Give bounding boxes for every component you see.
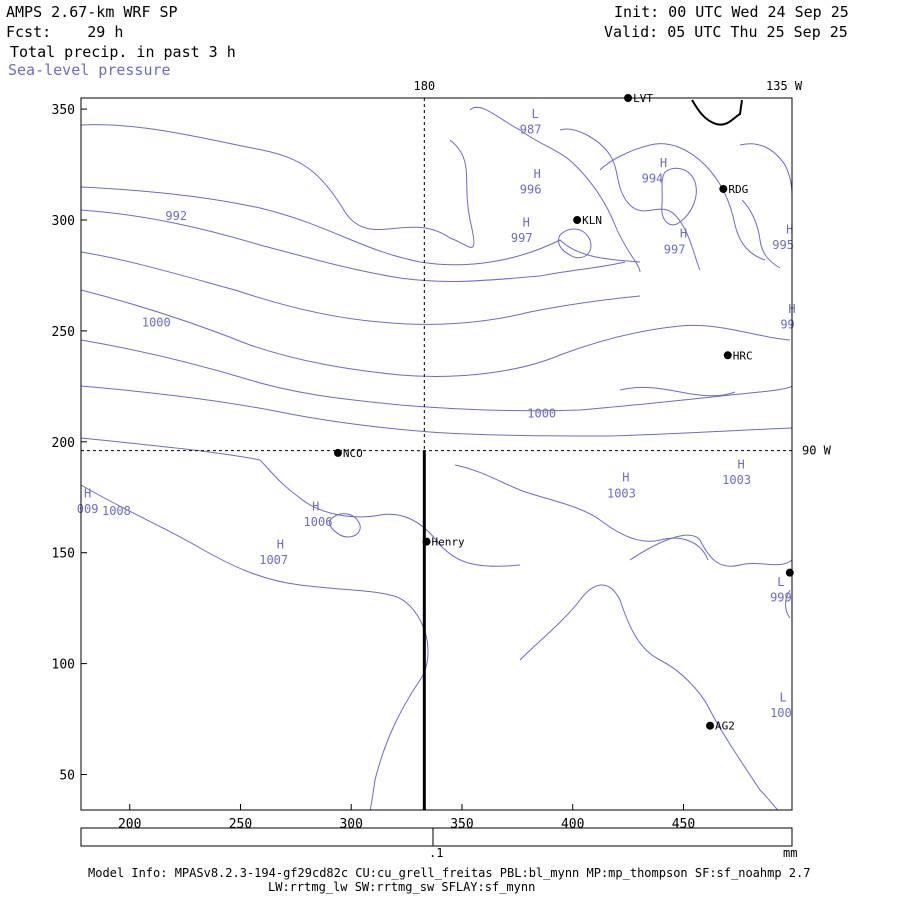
pressure-center-marker: L xyxy=(531,107,538,121)
field-title-precip: Total precip. in past 3 h xyxy=(10,43,236,61)
pressure-center-marker: H xyxy=(680,227,687,241)
pressure-value-label: 987 xyxy=(520,122,542,136)
x-tick-label: 350 xyxy=(450,817,473,832)
pressure-center-marker: H xyxy=(84,486,91,500)
valid-time: Valid: 05 UTC Thu 25 Sep 25 xyxy=(604,23,848,41)
pressure-center-marker: H xyxy=(622,471,629,485)
station-label: RDG xyxy=(728,183,748,196)
station-dot xyxy=(573,215,582,224)
x-tick-label: 400 xyxy=(561,817,584,832)
pressure-value-label: 009 xyxy=(77,502,99,516)
pressure-value-label: 1000 xyxy=(527,406,556,420)
station-label: KLN xyxy=(582,214,602,227)
pressure-value-label: 1003 xyxy=(607,486,636,500)
x-tick-label: 300 xyxy=(339,817,362,832)
x-tick-label: 450 xyxy=(672,817,695,832)
pressure-contours xyxy=(80,106,793,811)
colorbar xyxy=(80,827,793,847)
station-label: HRC xyxy=(733,349,753,362)
y-tick-label: 150 xyxy=(52,547,75,562)
pressure-value-label: 992 xyxy=(165,209,187,223)
pressure-center-marker: H xyxy=(523,216,530,230)
pressure-labels: 992 1000 1000 1008 987 996 994 997 997 995 99 1003 1… xyxy=(77,107,796,720)
pressure-value-label: 995 xyxy=(772,238,794,252)
init-time: Init: 00 UTC Wed 24 Sep 25 xyxy=(614,3,849,21)
pressure-center-marker: H xyxy=(277,537,284,551)
pressure-center-marker: L xyxy=(780,690,787,704)
pressure-value-label: 996 xyxy=(520,182,542,196)
y-tick-label: 200 xyxy=(52,436,75,451)
pressure-value-label: 1008 xyxy=(102,504,131,518)
coastline xyxy=(691,99,743,126)
station-label: NCO xyxy=(343,447,363,460)
pressure-value-label: 1003 xyxy=(722,473,751,487)
y-tick-label: 300 xyxy=(52,214,75,229)
colorbar-tick-label: .1 xyxy=(429,846,444,860)
pressure-center-marker: H xyxy=(786,222,793,236)
pressure-value-label: 997 xyxy=(511,231,533,245)
pressure-center-marker: H xyxy=(312,500,319,514)
station-label: Henry xyxy=(432,536,465,549)
pressure-value-label: 1000 xyxy=(142,315,171,329)
y-tick-label: 250 xyxy=(52,325,75,340)
forecast-hour: Fcst: 29 h xyxy=(6,23,124,41)
pressure-center-marker: L xyxy=(777,575,784,589)
model-info-line1: Model Info: MPASv8.2.3-194-gf29cd82c CU:… xyxy=(88,866,811,880)
pressure-value-label: 994 xyxy=(642,171,664,185)
lon-label-180: 180 xyxy=(413,79,435,93)
station-dot xyxy=(723,351,732,360)
station-dot xyxy=(785,568,794,577)
model-title: AMPS 2.67-km WRF SP xyxy=(6,3,178,21)
y-tick-label: 50 xyxy=(59,769,75,784)
y-tick-label: 350 xyxy=(52,103,75,118)
station-dot xyxy=(719,184,728,193)
field-title-slp: Sea-level pressure xyxy=(8,61,171,79)
station-dot xyxy=(333,448,342,457)
pressure-value-label: 997 xyxy=(664,242,686,256)
station-dot xyxy=(422,537,431,546)
pressure-center-marker: H xyxy=(534,167,541,181)
y-tick-label: 100 xyxy=(52,658,75,673)
station-dot xyxy=(706,721,715,730)
plot-frame xyxy=(80,97,793,811)
model-info-line2: LW:rrtmg_lw SW:rrtmg_sw SFLAY:sf_mynn xyxy=(268,880,536,894)
grid-cross-lines xyxy=(81,98,792,810)
x-tick-label: 200 xyxy=(118,817,141,832)
frame-rect xyxy=(80,97,793,811)
pressure-center-marker: H xyxy=(737,457,744,471)
pressure-value-label: 1007 xyxy=(259,553,288,567)
pressure-value-label: 99 xyxy=(780,318,794,332)
pressure-value-label: 999 xyxy=(770,591,792,605)
pressure-value-label: 1006 xyxy=(304,515,333,529)
pressure-center-marker: H xyxy=(660,156,667,170)
x-tick-label: 250 xyxy=(229,817,252,832)
station-label: AG2 xyxy=(715,720,735,733)
colorbar-unit: mm xyxy=(783,846,798,860)
lon-label-135w: 135 W xyxy=(766,79,803,93)
pressure-value-label: 100 xyxy=(770,706,792,720)
lon-label-90w: 90 W xyxy=(802,444,832,458)
